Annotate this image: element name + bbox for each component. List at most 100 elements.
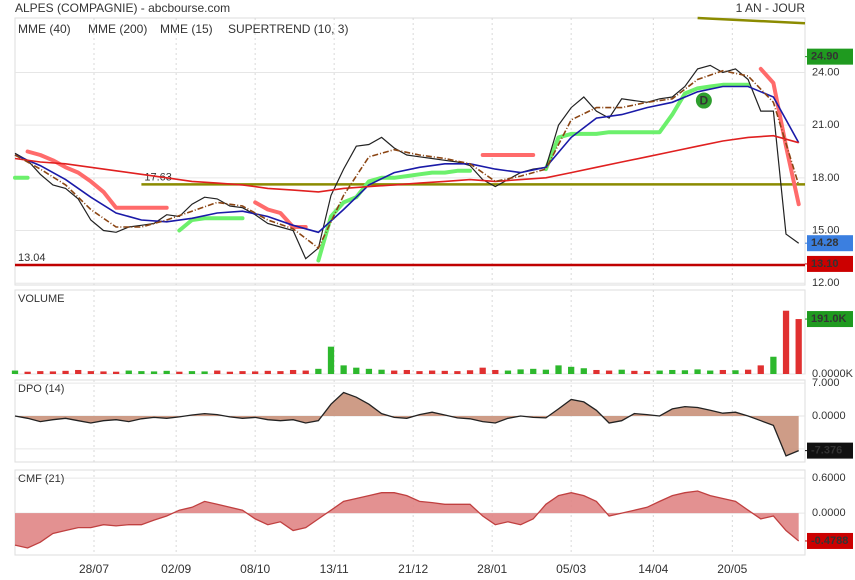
volume-bar	[568, 366, 575, 374]
y-tick-label: 21.00	[812, 119, 840, 131]
volume-bar	[163, 370, 170, 374]
volume-bar	[656, 370, 663, 374]
volume-bar	[11, 370, 19, 374]
area-line	[14, 391, 799, 457]
x-tick-label: 21/12	[398, 562, 428, 576]
y-tick-label: 24.00	[812, 66, 840, 78]
legend-entry: MME (40)	[18, 22, 71, 36]
value-badge-label: -7.376	[811, 445, 842, 457]
value-badge	[807, 48, 853, 65]
volume-bar	[37, 371, 44, 374]
chart-title: ALPES (COMPAGNIE) - abcbourse.com	[15, 1, 230, 15]
panel-frame	[14, 17, 806, 286]
volume-bar	[428, 370, 436, 374]
volume-bar	[707, 370, 714, 374]
panel-title: VOLUME	[18, 293, 64, 305]
volume-bar	[441, 370, 448, 374]
moving-average	[14, 134, 799, 193]
y-tick-label: 15.00	[812, 224, 840, 236]
x-tick-label: 28/07	[79, 562, 109, 576]
volume-bar	[201, 371, 208, 374]
volume-bar	[391, 370, 398, 374]
y-tick-label: 0.0000	[812, 410, 846, 422]
value-badge	[807, 532, 853, 549]
y-tick-label: 0.0000	[812, 507, 846, 519]
x-tick-label: 13/11	[320, 562, 349, 576]
value-badge	[807, 311, 853, 328]
volume-bar	[75, 369, 82, 374]
trendline	[697, 16, 806, 25]
volume-bar	[757, 365, 764, 374]
moving-average	[14, 69, 800, 250]
volume-bar	[454, 371, 461, 374]
supertrend-down	[25, 66, 801, 229]
value-badge	[807, 442, 853, 459]
volume-bar	[618, 369, 625, 374]
volume-bar	[277, 371, 284, 374]
volume-bar	[188, 371, 196, 374]
volume-bar	[517, 369, 524, 374]
volume-bar	[252, 371, 259, 374]
signal-label: D	[700, 94, 709, 108]
y-tick-label: 12.00	[812, 277, 840, 289]
volume-bar	[24, 371, 31, 374]
period-label: 1 AN - JOUR	[736, 1, 806, 15]
volume-bar	[112, 371, 120, 374]
volume-bar	[315, 368, 322, 374]
panel-title: DPO (14)	[18, 383, 64, 395]
volume-bar	[542, 369, 550, 374]
x-tick-label: 05/03	[556, 562, 586, 576]
x-tick-label: 08/10	[240, 562, 270, 576]
value-badge-label: 13.10	[811, 258, 839, 270]
volume-bar	[580, 368, 587, 374]
area-fill	[15, 491, 799, 548]
volume-bar	[504, 370, 512, 374]
x-tick-label: 28/01	[477, 562, 507, 576]
y-tick-label: 0.6000	[812, 472, 846, 484]
volume-bar	[403, 369, 410, 374]
legend-entry: SUPERTREND (10, 3)	[228, 22, 348, 36]
volume-bar	[782, 310, 790, 374]
volume-bar	[479, 367, 486, 374]
volume-bar	[264, 370, 271, 374]
area-fill	[15, 392, 799, 456]
volume-bar	[719, 369, 726, 374]
area-line	[14, 490, 800, 549]
volume-bar	[631, 370, 638, 374]
volume-bar	[302, 370, 309, 374]
price-line	[14, 64, 800, 260]
panel-frame	[14, 379, 806, 463]
value-badge	[807, 255, 853, 272]
x-tick-label: 20/05	[717, 562, 747, 576]
x-tick-label: 14/04	[638, 562, 668, 576]
y-tick-label: 18.00	[812, 172, 840, 184]
panel-title: CMF (21)	[18, 473, 64, 485]
legend-entry: MME (15)	[160, 22, 213, 36]
volume-bar	[593, 369, 600, 374]
volume-bar	[340, 365, 347, 374]
volume-bar	[669, 369, 676, 374]
value-badge-label: -0.4788	[811, 535, 848, 547]
volume-bar	[138, 371, 145, 374]
panel-frame	[14, 289, 806, 375]
volume-bar	[62, 370, 69, 374]
panel-frame	[14, 469, 806, 556]
volume-bar	[530, 368, 537, 374]
volume-bar	[49, 371, 57, 374]
volume-bar	[327, 346, 335, 374]
level-label: 13.04	[18, 252, 46, 264]
volume-bar	[466, 370, 474, 374]
y-tick-label: 7.000	[812, 377, 840, 389]
x-tick-label: 02/09	[161, 562, 191, 576]
signal-marker	[695, 92, 712, 109]
value-badge-label: 191.0K	[811, 313, 847, 325]
volume-bar	[87, 371, 94, 374]
value-badge-label: 14.28	[811, 237, 839, 249]
volume-bar	[176, 371, 183, 374]
volume-bar	[643, 371, 651, 374]
legend-entry: MME (200)	[88, 22, 147, 36]
value-badge	[807, 235, 853, 252]
supertrend-up	[13, 82, 751, 263]
y-tick-label: 0.0000K	[812, 368, 854, 380]
